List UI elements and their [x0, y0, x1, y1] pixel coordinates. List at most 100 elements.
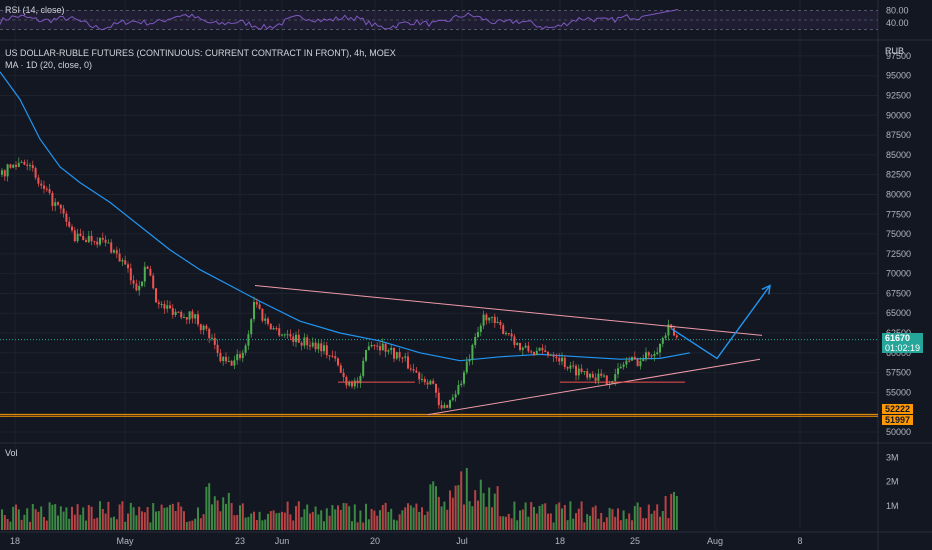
volume-bar-182 [510, 518, 513, 530]
candle-144 [404, 352, 407, 362]
candle-237 [664, 332, 667, 341]
volume-bar-214 [600, 512, 603, 530]
volume-bar-159 [446, 509, 449, 530]
volume-bar-200 [561, 508, 563, 530]
level-low-badge: 51997 [882, 415, 914, 425]
volume-bar-151 [423, 514, 426, 530]
candle-170 [477, 326, 479, 339]
candle-139 [390, 343, 393, 355]
volume-bar-89 [250, 513, 253, 530]
candle-200 [561, 352, 563, 366]
volume-bar-165 [463, 504, 465, 530]
candle-195 [547, 351, 549, 358]
volume-bar-170 [477, 500, 479, 530]
candle-241 [675, 334, 678, 340]
candle-188 [527, 341, 530, 353]
volume-bar-164 [460, 471, 463, 530]
volume-bar-28 [79, 514, 82, 530]
candle-179 [502, 322, 505, 335]
candle-72 [202, 324, 205, 335]
candle-201 [563, 355, 566, 370]
volume-bar-45 [127, 513, 129, 530]
candle-172 [482, 310, 485, 330]
volume-bar-56 [157, 511, 160, 530]
volume-bar-226 [633, 506, 636, 530]
volume-bar-131 [367, 519, 370, 530]
candle-55 [155, 288, 157, 303]
candle-194 [544, 345, 547, 353]
candle-5 [15, 161, 17, 170]
volume-bar-208 [583, 522, 586, 530]
candle-137 [384, 343, 387, 358]
price-tick-1: 95000 [886, 71, 911, 81]
volume-bar-135 [379, 510, 381, 530]
candle-221 [619, 363, 622, 369]
candle-31 [87, 230, 90, 244]
volume-bar-94 [264, 519, 267, 530]
candle-214 [600, 369, 603, 378]
candle-116 [325, 341, 328, 359]
ma-line [0, 71, 691, 362]
volume-bar-129 [362, 522, 365, 530]
volume-bar-101 [283, 512, 286, 530]
candle-159 [446, 404, 449, 409]
volume-bar-190 [533, 506, 535, 530]
candle-197 [552, 351, 555, 363]
volume-bar-118 [331, 505, 334, 530]
volume-bar-73 [205, 486, 208, 530]
volume-bar-136 [381, 504, 384, 530]
candle-208 [583, 371, 586, 376]
candle-190 [533, 351, 535, 357]
candle-110 [309, 340, 311, 351]
candle-53 [149, 265, 152, 277]
candle-185 [519, 342, 521, 352]
candle-111 [311, 337, 314, 349]
candle-86 [241, 349, 244, 363]
rsi-tick-1: 40.00 [886, 18, 909, 28]
volume-bar-121 [339, 509, 342, 530]
volume-bar-22 [62, 511, 65, 530]
volume-bar-180 [505, 516, 507, 530]
volume-bar-36 [101, 508, 104, 530]
volume-bar-24 [68, 518, 71, 530]
candle-26 [73, 227, 76, 243]
candle-45 [127, 261, 129, 273]
volume-bar-202 [566, 520, 569, 530]
candle-0 [1, 168, 3, 177]
volume-bar-99 [278, 512, 281, 530]
volume-bar-144 [404, 507, 407, 530]
candle-49 [138, 280, 141, 296]
candle-158 [443, 402, 446, 409]
candle-129 [362, 357, 365, 379]
volume-bar-174 [488, 487, 491, 530]
candle-75 [211, 334, 213, 341]
candle-143 [401, 356, 404, 363]
time-tick-6: 18 [555, 536, 565, 546]
volume-bar-39 [110, 517, 113, 530]
candle-27 [76, 229, 79, 243]
volume-bar-9 [26, 508, 29, 530]
price-tick-0: 97500 [886, 51, 911, 61]
volume-bar-59 [166, 507, 169, 530]
candle-78 [219, 348, 222, 363]
volume-bar-187 [524, 502, 527, 530]
volume-bar-238 [667, 518, 670, 530]
volume-bar-72 [202, 514, 205, 530]
candle-160 [449, 399, 451, 410]
volume-bar-181 [507, 513, 510, 530]
candle-43 [121, 257, 124, 266]
volume-bar-204 [572, 518, 575, 530]
candle-132 [370, 341, 373, 348]
candle-171 [479, 323, 482, 337]
time-tick-5: Jul [456, 536, 468, 546]
candle-121 [339, 362, 342, 374]
candle-193 [541, 344, 544, 355]
volume-bar-80 [225, 503, 227, 530]
candle-148 [415, 366, 418, 374]
volume-bar-140 [393, 519, 395, 530]
rsi-tick-0: 80.00 [886, 5, 909, 15]
price-tick-6: 82500 [886, 170, 911, 180]
volume-bar-215 [603, 522, 605, 530]
volume-bar-21 [59, 506, 62, 530]
